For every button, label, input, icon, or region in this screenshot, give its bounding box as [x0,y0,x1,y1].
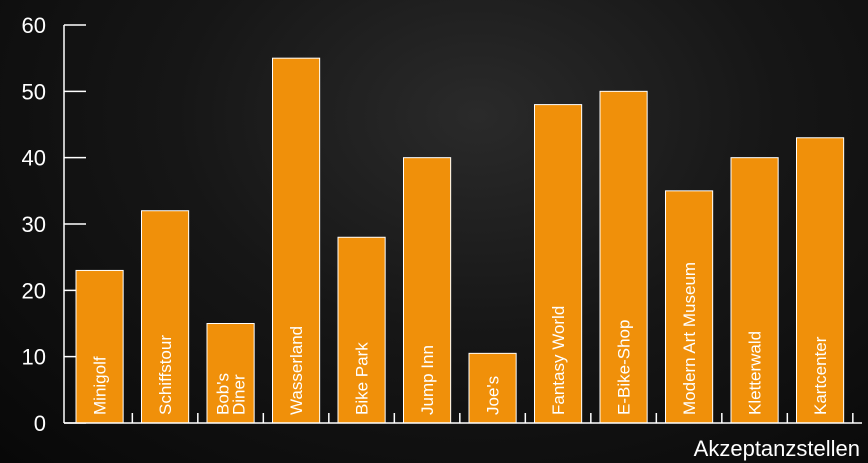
bar-label: Fantasy World [549,306,568,415]
bar [403,157,452,424]
y-tick-label: 0 [34,411,46,436]
y-tick-label: 40 [22,146,46,171]
x-axis-title: Akzeptanzstellen [694,436,860,461]
bar [534,104,583,424]
y-tick-label: 50 [22,79,46,104]
bar-label: Schiffstour [156,335,175,415]
bar-label: Joe's [484,376,503,415]
y-tick-label: 60 [22,13,46,38]
bar-label: Kletterwald [746,331,765,415]
bar [665,190,714,424]
x-axis [64,413,862,424]
bar-label: Minigolf [91,356,110,415]
bar [141,210,190,424]
bar [599,90,648,424]
bars: Minigolf Schiffstour Bob'sDiner Wasserland B… [75,57,845,424]
bar [730,157,779,424]
bar-label: Wasserland [287,326,306,415]
bar [337,236,386,424]
y-axis: 0 10 20 30 40 50 60 [22,13,86,436]
bar [75,269,124,424]
bar-label: Jump Inn [418,345,437,415]
y-tick-label: 30 [22,212,46,237]
bar-label: Modern Art Museum [680,262,699,415]
y-tick-label: 10 [22,345,46,370]
bar [796,137,845,424]
bar-label: E-Bike-Shop [615,320,634,415]
y-tick-label: 20 [22,278,46,303]
bar-label: Kartcenter [811,336,830,415]
bar [206,323,255,424]
bar-label: Bob'sDiner [214,373,249,415]
bar-label: Bike Park [353,342,372,415]
bar [468,352,517,424]
